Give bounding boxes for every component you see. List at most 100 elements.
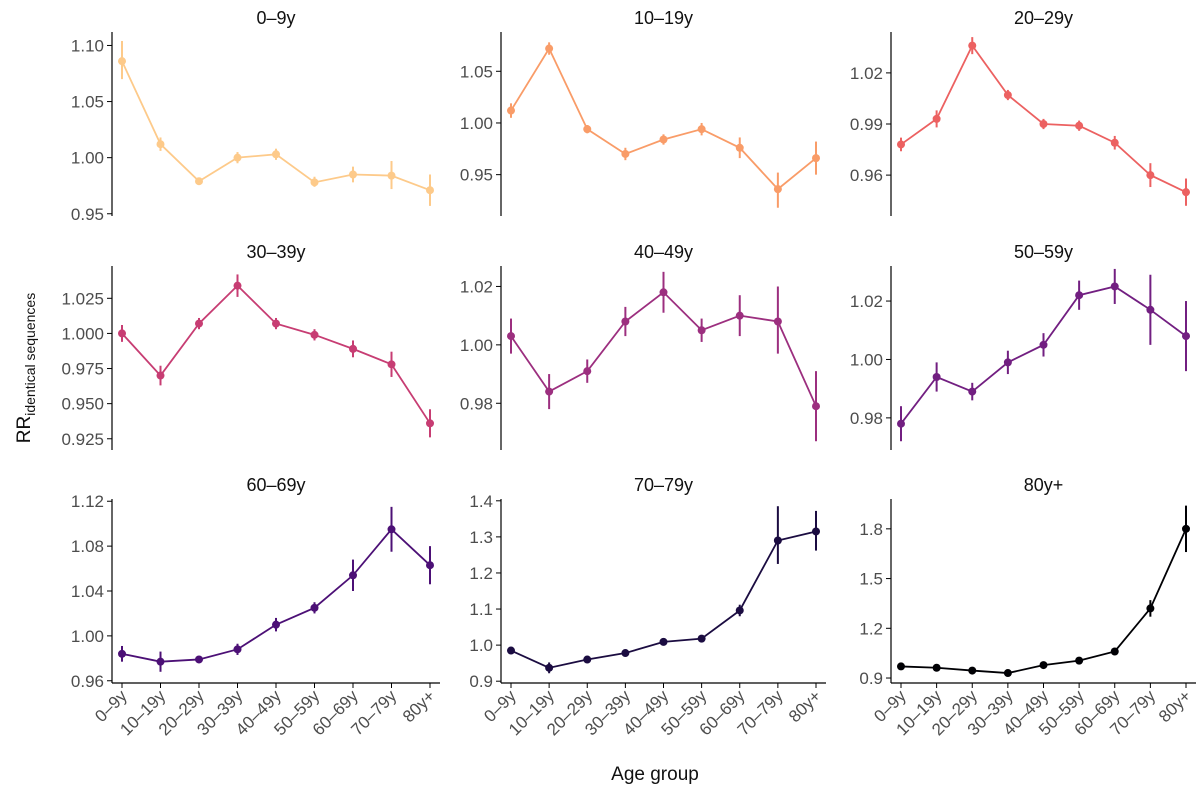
data-point [697,326,706,335]
data-point [387,360,396,369]
y-tick-label: 1.12 [71,492,104,511]
data-point [426,419,434,428]
data-point [583,655,592,664]
data-point [621,317,630,326]
data-point [195,319,203,328]
panel-title: 60–69y [246,475,305,495]
x-tick-label: 80y+ [785,686,825,726]
y-tick-label: 1.02 [850,64,883,83]
data-point [583,367,592,376]
panel-title: 70–79y [634,475,693,495]
panel-5: 40–49y 0.98 1.00 1.02 [460,242,820,450]
y-tick-label: 1.00 [71,627,104,646]
data-point [156,140,165,149]
data-point [773,317,782,326]
panel-3: 20–29y 0.96 0.99 1.02 [850,8,1190,216]
y-tick-label: 1.5 [859,570,883,589]
y-tick-label: 0.95 [460,166,493,185]
y-tick-label: 1.8 [859,520,883,539]
data-point [426,561,434,570]
data-point [1110,282,1119,291]
y-axis-label-subscript: identical sequences [22,293,38,416]
data-point [118,57,126,66]
data-point [968,387,977,396]
data-point [1039,661,1048,670]
panel-title: 10–19y [634,8,693,28]
y-tick-label: 1.04 [71,582,104,601]
y-tick-label: 1.2 [859,619,883,638]
y-tick-label: 0.99 [850,115,883,134]
data-point [272,620,280,629]
data-point [233,281,242,290]
data-point [156,657,165,666]
data-point [349,571,357,580]
data-point [233,645,242,654]
data-point [659,637,668,646]
data-point [310,178,319,187]
series-line [900,528,1187,674]
y-tick-label: 1.025 [61,289,104,308]
data-point [507,106,515,115]
data-point [1075,656,1084,665]
data-point [545,44,554,53]
series-line [510,46,817,191]
data-point [545,663,554,672]
panels: 0–9y 0.95 1.00 1.05 1.10 10–19y 0.95 1.00 1.05 20… [61,8,1196,739]
data-point [897,662,905,671]
data-point [1182,188,1190,197]
data-point [233,153,242,162]
data-point [1146,305,1155,314]
data-point [1146,604,1155,613]
data-point [932,114,941,123]
data-point [773,536,782,545]
y-tick-label: 1.00 [850,350,883,369]
y-tick-label: 0.98 [460,394,493,413]
y-tick-label: 0.925 [61,430,104,449]
y-tick-label: 1.08 [71,537,104,556]
data-point [735,311,744,320]
panel-8: 70–79y0.91.01.11.21.31.40–9y10–19y20–29y… [469,475,826,739]
data-point [659,135,668,144]
data-point [1039,120,1048,128]
panel-title: 50–59y [1014,242,1073,262]
panel-title: 30–39y [246,242,305,262]
panel-title: 0–9y [256,8,295,28]
series-line [121,284,431,424]
data-point [387,525,396,534]
data-point [773,185,782,194]
x-tick-label: 80y+ [1155,686,1195,726]
data-point [310,603,319,612]
data-point [118,329,126,338]
data-point [1182,524,1190,533]
series-line [121,60,431,192]
data-point [272,319,280,328]
y-tick-label: 0.950 [61,395,104,414]
y-axis-label-main: RR [14,416,35,443]
data-point [1039,340,1048,349]
data-point [118,649,126,658]
data-point [426,186,434,195]
x-axis-label: Age group [611,764,699,785]
data-point [659,288,668,297]
y-tick-label: 1.2 [469,564,493,583]
data-point [349,170,357,179]
y-tick-label: 0.975 [61,360,104,379]
data-point [812,527,820,536]
y-tick-label: 0.95 [71,205,104,224]
series-line [510,530,817,669]
y-tick-label: 1.0 [469,636,493,655]
data-point [735,606,744,615]
data-point [310,330,319,339]
data-point [1003,91,1012,100]
data-point [932,372,941,381]
data-point [272,150,280,159]
y-tick-label: 1.10 [71,36,104,55]
panel-7: 60–69y0.961.001.041.081.120–9y10–19y20–2… [71,475,440,739]
data-point [1003,358,1012,367]
y-tick-label: 0.9 [469,672,493,691]
y-tick-label: 1.05 [460,62,493,81]
data-point [1110,138,1119,147]
y-tick-label: 0.96 [71,672,104,691]
data-point [195,177,203,186]
